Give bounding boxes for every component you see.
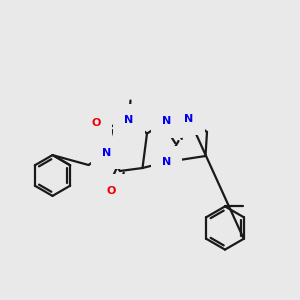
Text: O: O: [106, 185, 116, 196]
Text: N: N: [102, 148, 111, 158]
Text: N: N: [162, 116, 171, 127]
Text: N: N: [124, 115, 134, 125]
Text: O: O: [91, 118, 101, 128]
Text: N: N: [184, 113, 194, 124]
Text: N: N: [162, 157, 171, 167]
